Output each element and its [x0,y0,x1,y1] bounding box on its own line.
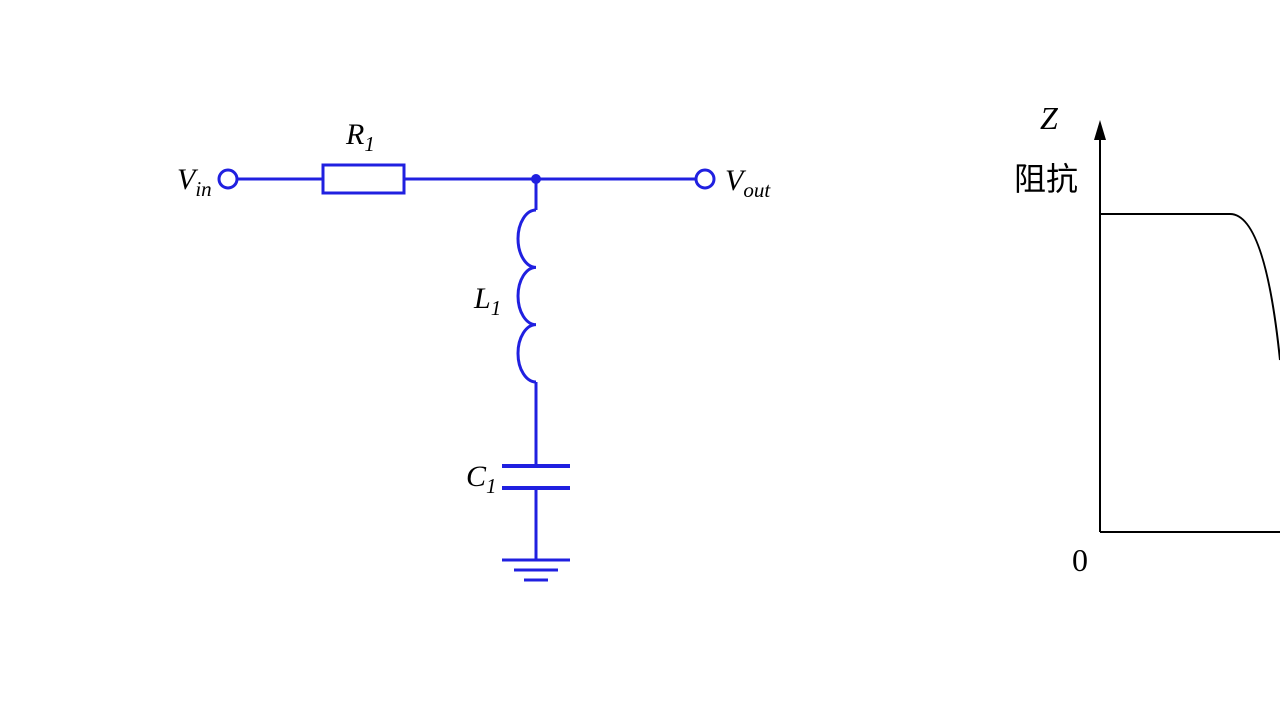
impedance-chinese-label: 阻抗 [1014,154,1078,200]
vin-label: Vin [177,163,212,202]
origin-label: 0 [1072,542,1088,579]
arrow-up-icon [1094,120,1106,140]
z-axis-label: Z [1040,100,1058,137]
c1-label: C1 [466,460,497,499]
impedance-plot [0,0,1280,720]
impedance-curve [1100,214,1280,360]
vout-label: Vout [725,164,770,203]
l1-label: L1 [474,282,501,321]
r1-label: R1 [346,118,375,157]
